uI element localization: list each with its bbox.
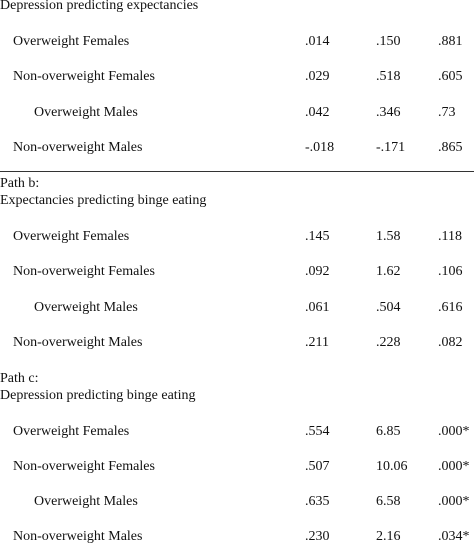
value-cell: .605 bbox=[438, 69, 463, 84]
divider-rule bbox=[0, 171, 474, 172]
section-b-path-label: Path b: bbox=[0, 176, 40, 191]
section-b-title: Expectancies predicting binge eating bbox=[0, 193, 207, 208]
group-label: Overweight Males bbox=[34, 494, 138, 509]
table-row: Overweight Females .554 6.85 .000* bbox=[0, 422, 474, 442]
value-cell: .554 bbox=[305, 424, 330, 439]
value-cell: -.171 bbox=[376, 140, 406, 155]
group-label: Non-overweight Males bbox=[13, 140, 143, 155]
group-label: Overweight Females bbox=[13, 424, 130, 439]
group-label: Non-overweight Females bbox=[13, 69, 155, 84]
value-cell: .000* bbox=[438, 424, 470, 439]
value-cell: .504 bbox=[376, 300, 401, 315]
value-cell: .211 bbox=[305, 335, 329, 350]
value-cell: .616 bbox=[438, 300, 463, 315]
value-cell: .145 bbox=[305, 229, 330, 244]
value-cell: .346 bbox=[376, 105, 401, 120]
value-cell: .881 bbox=[438, 34, 463, 49]
group-label: Overweight Males bbox=[34, 300, 138, 315]
value-cell: 2.16 bbox=[376, 529, 401, 544]
value-cell: .000* bbox=[438, 459, 470, 474]
table-row: Non-overweight Males .211 .228 .082 bbox=[0, 333, 474, 353]
section-c-path-label: Path c: bbox=[0, 371, 39, 386]
table-row: Non-overweight Males -.018 -.171 .865 bbox=[0, 138, 474, 158]
table-row: Overweight Females .014 .150 .881 bbox=[0, 32, 474, 52]
table-row: Overweight Females .145 1.58 .118 bbox=[0, 227, 474, 247]
value-cell: 6.85 bbox=[376, 424, 401, 439]
value-cell: .014 bbox=[305, 34, 330, 49]
value-cell: .230 bbox=[305, 529, 330, 544]
value-cell: .150 bbox=[376, 34, 401, 49]
value-cell: .106 bbox=[438, 264, 463, 279]
group-label: Overweight Females bbox=[13, 34, 130, 49]
group-label: Non-overweight Females bbox=[13, 264, 155, 279]
section-a-title: Depression predicting expectancies bbox=[0, 0, 199, 13]
table-row: Non-overweight Females .029 .518 .605 bbox=[0, 67, 474, 87]
group-label: Non-overweight Females bbox=[13, 459, 155, 474]
group-label: Overweight Females bbox=[13, 229, 130, 244]
value-cell: .73 bbox=[438, 105, 456, 120]
value-cell: .042 bbox=[305, 105, 330, 120]
value-cell: 6.58 bbox=[376, 494, 401, 509]
group-label: Overweight Males bbox=[34, 105, 138, 120]
value-cell: .029 bbox=[305, 69, 330, 84]
table-row: Overweight Males .635 6.58 .000* bbox=[0, 492, 474, 512]
value-cell: .092 bbox=[305, 264, 330, 279]
section-c-title: Depression predicting binge eating bbox=[0, 388, 196, 403]
value-cell: .061 bbox=[305, 300, 330, 315]
value-cell: 10.06 bbox=[376, 459, 408, 474]
group-label: Non-overweight Males bbox=[13, 529, 143, 544]
table-row: Non-overweight Males .230 2.16 .034* bbox=[0, 527, 474, 547]
value-cell: .118 bbox=[438, 229, 462, 244]
value-cell: 1.62 bbox=[376, 264, 401, 279]
value-cell: 1.58 bbox=[376, 229, 401, 244]
value-cell: .228 bbox=[376, 335, 401, 350]
value-cell: .865 bbox=[438, 140, 463, 155]
value-cell: .507 bbox=[305, 459, 330, 474]
table-row: Overweight Males .061 .504 .616 bbox=[0, 298, 474, 318]
value-cell: -.018 bbox=[305, 140, 335, 155]
table-row: Overweight Males .042 .346 .73 bbox=[0, 103, 474, 123]
value-cell: .635 bbox=[305, 494, 330, 509]
value-cell: .000* bbox=[438, 494, 470, 509]
value-cell: .082 bbox=[438, 335, 463, 350]
table-row: Non-overweight Females .092 1.62 .106 bbox=[0, 262, 474, 282]
value-cell: .518 bbox=[376, 69, 401, 84]
table-row: Non-overweight Females .507 10.06 .000* bbox=[0, 457, 474, 477]
value-cell: .034* bbox=[438, 529, 470, 544]
group-label: Non-overweight Males bbox=[13, 335, 143, 350]
